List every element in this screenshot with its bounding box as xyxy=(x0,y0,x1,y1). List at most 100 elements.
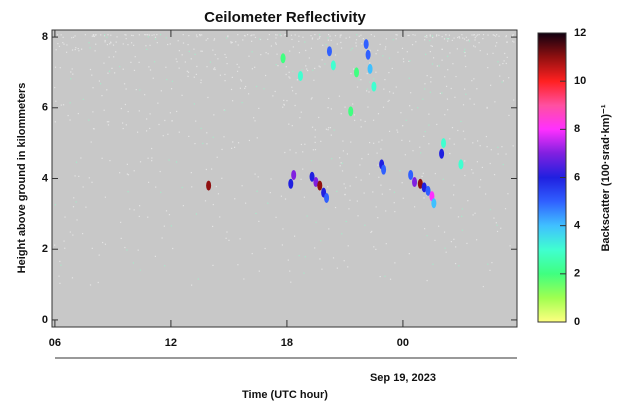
speckle xyxy=(422,172,424,174)
speckle xyxy=(453,143,455,145)
speckle xyxy=(482,285,484,288)
speckle xyxy=(290,281,292,283)
speckle xyxy=(306,215,308,217)
speckle xyxy=(454,96,456,98)
speckle xyxy=(361,158,363,160)
speckle xyxy=(346,153,349,155)
speckle xyxy=(75,47,77,49)
speckle xyxy=(424,39,426,41)
speckle xyxy=(260,54,262,56)
speckle xyxy=(200,50,202,52)
speckle xyxy=(328,228,330,230)
speckle xyxy=(324,63,326,65)
speckle xyxy=(276,34,278,36)
speckle xyxy=(62,42,64,44)
speckle xyxy=(340,34,342,36)
speckle xyxy=(146,48,148,50)
speckle xyxy=(54,204,56,206)
speckle xyxy=(312,149,314,151)
speckle xyxy=(464,48,466,50)
speckle xyxy=(353,114,356,116)
y-tick-label: 4 xyxy=(42,172,49,184)
speckle xyxy=(327,129,329,131)
speckle xyxy=(329,127,332,129)
speckle xyxy=(93,35,96,38)
speckle xyxy=(506,41,508,43)
speckle xyxy=(461,208,463,210)
speckle xyxy=(465,65,467,68)
speckle xyxy=(356,34,358,36)
speckle xyxy=(263,88,265,90)
speckle xyxy=(340,41,342,44)
speckle xyxy=(322,44,324,46)
speckle xyxy=(54,121,56,123)
speckle xyxy=(460,120,462,123)
speckle xyxy=(108,56,110,58)
speckle xyxy=(462,104,465,106)
speckle xyxy=(394,262,396,264)
speckle xyxy=(415,41,417,43)
speckle xyxy=(478,42,480,44)
speckle xyxy=(178,131,180,133)
speckle xyxy=(171,120,173,122)
speckle xyxy=(167,43,169,46)
speckle xyxy=(434,239,436,241)
speckle xyxy=(310,160,313,162)
speckle xyxy=(479,179,482,181)
speckle xyxy=(447,40,449,42)
speckle xyxy=(318,34,321,36)
speckle xyxy=(493,173,496,176)
speckle xyxy=(259,38,262,41)
speckle xyxy=(301,69,303,71)
speckle xyxy=(72,234,74,236)
date-label: Sep 19, 2023 xyxy=(370,372,436,384)
speckle xyxy=(213,38,216,40)
speckle xyxy=(214,67,216,69)
speckle xyxy=(314,247,316,249)
speckle xyxy=(310,35,312,37)
speckle xyxy=(377,113,380,115)
speckle xyxy=(449,52,451,54)
speckle xyxy=(444,247,446,249)
speckle xyxy=(137,249,139,251)
speckle xyxy=(513,41,515,43)
speckle xyxy=(502,163,504,166)
speckle xyxy=(165,210,168,212)
speckle xyxy=(302,151,304,153)
speckle xyxy=(125,88,127,90)
speckle xyxy=(377,49,379,51)
speckle xyxy=(464,88,466,90)
speckle xyxy=(126,173,128,175)
speckle xyxy=(408,77,410,79)
speckle xyxy=(69,102,71,104)
speckle xyxy=(138,61,140,63)
speckle xyxy=(139,269,141,271)
speckle xyxy=(289,149,291,151)
speckle xyxy=(459,37,461,39)
speckle xyxy=(178,67,180,69)
speckle xyxy=(206,66,208,68)
backscatter-point xyxy=(363,39,369,50)
speckle xyxy=(101,157,103,159)
speckle xyxy=(307,69,309,72)
speckle xyxy=(255,212,257,215)
speckle xyxy=(60,34,62,36)
speckle xyxy=(240,79,242,81)
speckle xyxy=(401,139,403,141)
speckle xyxy=(327,39,329,41)
speckle xyxy=(494,35,497,37)
speckle xyxy=(495,222,497,224)
speckle xyxy=(200,82,202,84)
speckle xyxy=(298,40,300,43)
speckle xyxy=(380,148,382,150)
speckle xyxy=(473,45,475,47)
speckle xyxy=(175,161,178,163)
speckle xyxy=(395,86,397,88)
speckle xyxy=(395,34,397,36)
speckle xyxy=(130,42,133,44)
speckle xyxy=(272,95,274,97)
speckle xyxy=(223,136,225,138)
speckle xyxy=(447,109,449,111)
speckle xyxy=(490,149,492,151)
